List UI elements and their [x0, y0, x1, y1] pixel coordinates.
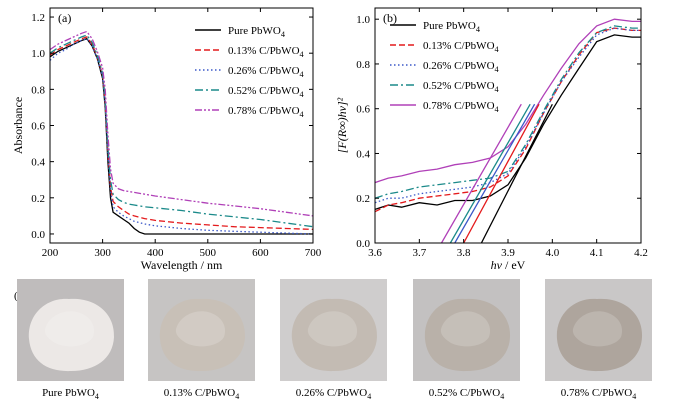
series-line-1 [50, 36, 313, 231]
legend-label-2: 0.26% C/PbWO4​ [423, 60, 499, 74]
x-tick-label-2: 3.8 [457, 247, 471, 259]
y-tick-label-3: 0.6 [356, 104, 370, 116]
y-axis-label: Absorbance [11, 97, 25, 154]
y-tick-label-3: 0.6 [31, 121, 45, 133]
legend-label-4: 0.78% C/PbWO4​ [423, 100, 499, 114]
legend-label-4: 0.78% C/PbWO4​ [228, 105, 304, 119]
tangent-line-1 [463, 103, 540, 243]
tangent-line-0 [480, 103, 553, 243]
x-tick-label-5: 4.1 [590, 247, 604, 259]
chart-panel-a: 200 300 400 500 600 700 0.0 0.2 0.4 0.6 0.8 1.0 1.2 W… [11, 7, 322, 272]
x-tick-label-2: 400 [147, 247, 164, 259]
legend-label-3: 0.52% C/PbWO4​ [228, 85, 304, 99]
legend: Pure PbWO4​ 0.13% C/PbWO4​ 0.26% C/PbWO4​ 0… [195, 25, 304, 119]
x-tick-label-6: 4.2 [634, 247, 648, 259]
panel-label: (a) [58, 11, 71, 25]
x-tick-label-3: 3.9 [501, 247, 515, 259]
tangent-line-3 [449, 103, 531, 243]
y-tick-label-4: 0.8 [356, 59, 370, 71]
powder-pile [424, 298, 511, 372]
legend-label-0: Pure PbWO4​ [423, 20, 480, 34]
legend-label-1: 0.13% C/PbWO4​ [228, 45, 304, 59]
y-tick-label-5: 1.0 [31, 48, 45, 60]
y-tick-label-4: 0.8 [31, 84, 45, 96]
powder-pile [159, 298, 246, 372]
x-axis-label: hν / eV [491, 258, 526, 272]
x-tick-label-1: 3.7 [412, 247, 426, 259]
y-tick-label-1: 0.2 [356, 193, 370, 205]
x-tick-label-0: 3.6 [368, 247, 382, 259]
sample-photo-0 [17, 279, 124, 381]
series-line-3 [50, 34, 313, 228]
y-tick-label-1: 0.2 [31, 193, 45, 205]
series-line-2 [375, 27, 641, 204]
y-tick-label-0: 0.0 [356, 238, 370, 250]
sample-caption-0: Pure PbWO4 [42, 387, 99, 402]
y-tick-label-2: 0.4 [356, 148, 370, 160]
sample-caption-2: 0.26% C/PbWO4 [295, 387, 372, 402]
sample-photo-4 [545, 279, 652, 381]
tangent-line-4 [440, 103, 522, 243]
series-line-4 [375, 18, 641, 184]
powder-pile [556, 298, 643, 372]
x-tick-label-3: 500 [200, 247, 217, 259]
sample-photo-3 [413, 279, 520, 381]
x-tick-label-0: 200 [42, 247, 59, 259]
sample-caption-1: 0.13% C/PbWO4 [163, 387, 240, 402]
legend-label-1: 0.13% C/PbWO4​ [423, 40, 499, 54]
y-axis-label: [F(R∞)hν]² [335, 97, 349, 153]
legend: Pure PbWO4​ 0.13% C/PbWO4​ 0.26% C/PbWO4​ 0… [390, 20, 499, 114]
y-tick-label-5: 1.0 [356, 14, 370, 26]
x-axis-label: Wavelength / nm [141, 258, 223, 272]
y-tick-label-0: 0.0 [31, 229, 45, 241]
tangent-line-2 [454, 103, 536, 243]
sample-caption-4: 0.78% C/PbWO4 [560, 387, 637, 402]
series-line-1 [375, 27, 641, 213]
series-line-0 [50, 37, 313, 235]
chart-panel-b: 3.6 3.7 3.8 3.9 4.0 4.1 4.2 0.0 0.2 0.4 0.6 0.8 1.0 h… [335, 7, 648, 272]
series-line-0 [375, 34, 641, 211]
x-tick-label-4: 4.0 [545, 247, 559, 259]
powder-pile [291, 298, 378, 372]
sample-photo-1 [148, 279, 255, 381]
x-tick-label-4: 600 [252, 247, 269, 259]
legend-label-0: Pure PbWO4​ [228, 25, 285, 39]
panel-label: (b) [383, 11, 397, 25]
y-tick-label-2: 0.4 [31, 157, 45, 169]
legend-label-3: 0.52% C/PbWO4​ [423, 80, 499, 94]
plot-frame [374, 7, 642, 244]
series-line-4 [50, 30, 313, 217]
x-tick-label-5: 700 [305, 247, 322, 259]
y-tick-label-6: 1.2 [31, 12, 45, 24]
sample-photo-2 [280, 279, 387, 381]
powder-pile [28, 298, 115, 372]
x-tick-label-1: 300 [94, 247, 111, 259]
sample-caption-3: 0.52% C/PbWO4 [428, 387, 505, 402]
series-line-3 [375, 25, 641, 199]
legend-label-2: 0.26% C/PbWO4​ [228, 65, 304, 79]
